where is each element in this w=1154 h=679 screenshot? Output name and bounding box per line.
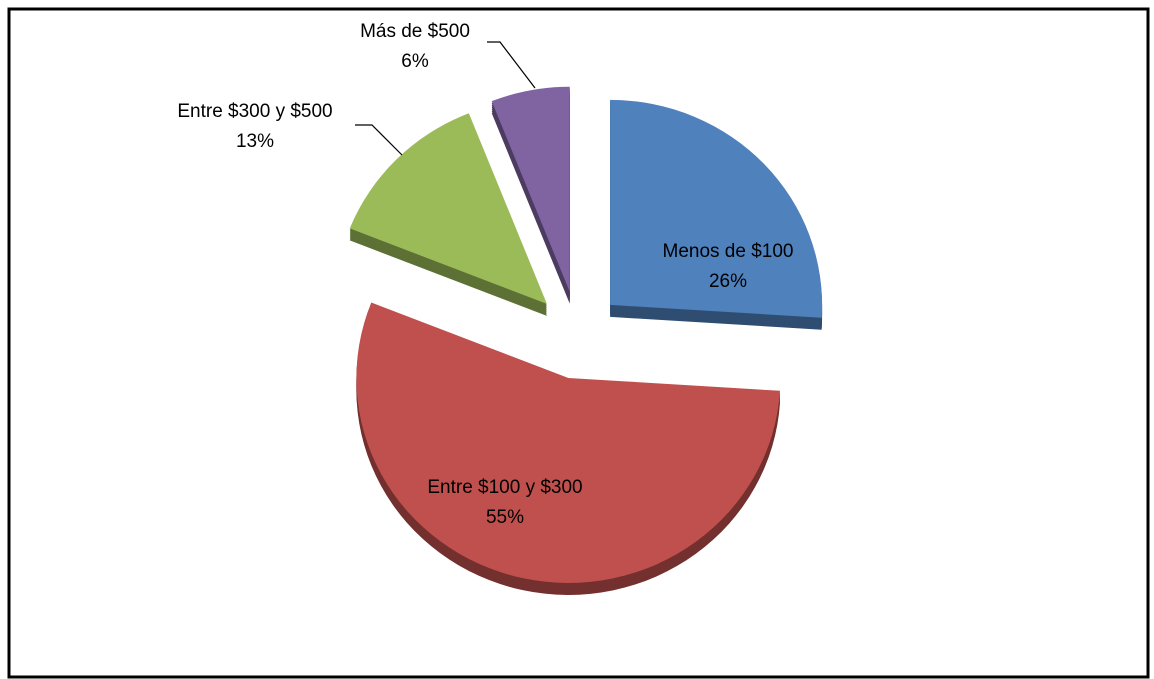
data-label: Menos de $100 26% [663,241,794,292]
category-label: Entre $100 y $300 [427,477,582,498]
category-label: Más de $500 [360,21,470,42]
data-label: Entre $100 y $300 55% [427,477,582,528]
leader-line [355,124,403,156]
value-label: 55% [486,507,524,528]
slice [356,302,780,583]
category-label: Entre $300 y $500 [177,101,332,122]
leader-line [487,41,536,89]
slice [349,113,547,304]
category-label: Menos de $100 [663,241,794,262]
slice [610,99,823,318]
slice [491,86,570,292]
value-label: 6% [401,51,429,72]
data-label: Más de $500 6% [360,21,470,72]
data-label: Entre $300 y $500 13% [177,101,332,152]
value-label: 26% [709,271,747,292]
value-label: 13% [236,131,274,152]
